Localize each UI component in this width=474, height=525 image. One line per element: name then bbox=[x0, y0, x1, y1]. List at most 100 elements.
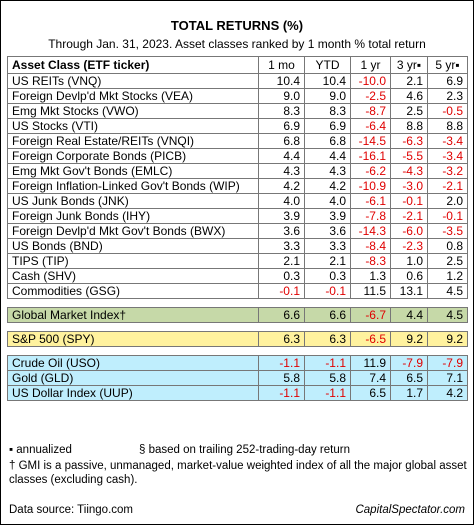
asset-name-cell: S&P 500 (SPY) bbox=[7, 331, 259, 347]
asset-name-cell: Foreign Junk Bonds (IHY) bbox=[7, 208, 259, 224]
return-cell-y1: -7.8 bbox=[350, 208, 391, 224]
return-cell-y3: 8.8 bbox=[390, 118, 428, 134]
return-cell-ytd: 6.9 bbox=[304, 118, 351, 134]
asset-name-cell: Foreign Devlp'd Mkt Gov't Bonds (BWX) bbox=[7, 223, 259, 239]
return-cell-m1: -1.1 bbox=[258, 355, 305, 371]
row-spacer bbox=[8, 323, 468, 332]
return-cell-y5: 8.8 bbox=[427, 118, 468, 134]
return-cell-y3: 0.6 bbox=[390, 268, 428, 284]
return-cell-y3: 1.0 bbox=[390, 253, 428, 269]
return-cell-m1: 2.1 bbox=[258, 253, 305, 269]
return-cell-y3: 6.5 bbox=[390, 370, 428, 386]
return-cell-y1: 7.4 bbox=[350, 370, 391, 386]
table-row: Foreign Corporate Bonds (PICB) 4.4 4.4 -16.… bbox=[7, 148, 468, 164]
table-row: Emg Mkt Stocks (VWO) 8.3 8.3 -8.7 2.5 -0.5 bbox=[7, 103, 468, 119]
return-cell-ytd: -0.1 bbox=[304, 283, 351, 299]
asset-name-cell: US Dollar Index (UUP) bbox=[7, 385, 259, 401]
return-cell-m1: 3.6 bbox=[258, 223, 305, 239]
return-cell-y5: -0.1 bbox=[427, 208, 468, 224]
table-row: Commodities (GSG) -0.1 -0.1 11.5 13.1 4.5 bbox=[7, 283, 468, 299]
return-cell-m1: 8.3 bbox=[258, 103, 305, 119]
return-cell-y5: 2.0 bbox=[427, 193, 468, 209]
row-spacer-cell bbox=[8, 323, 468, 332]
return-cell-m1: 6.9 bbox=[258, 118, 305, 134]
column-header-5-yr: 5 yr▪ bbox=[427, 56, 468, 74]
asset-name-cell: Foreign Devlp'd Mkt Stocks (VEA) bbox=[7, 88, 259, 104]
asset-name-cell: Foreign Inflation-Linked Gov't Bonds (WI… bbox=[7, 178, 259, 194]
return-cell-m1: 3.3 bbox=[258, 238, 305, 254]
return-cell-ytd: 5.8 bbox=[304, 370, 351, 386]
return-cell-m1: 4.4 bbox=[258, 148, 305, 164]
table-row-global-market-index: Global Market Index† 6.6 6.6 -6.7 4.4 4.5 bbox=[7, 307, 468, 323]
asset-name-cell: TIPS (TIP) bbox=[7, 253, 259, 269]
return-cell-ytd: 10.4 bbox=[304, 73, 351, 89]
table-row: US Bonds (BND) 3.3 3.3 -8.4 -2.3 0.8 bbox=[7, 238, 468, 254]
table-row: Foreign Real Estate/REITs (VNQI) 6.8 6.8 -1… bbox=[7, 133, 468, 149]
return-cell-ytd: 3.3 bbox=[304, 238, 351, 254]
return-cell-ytd: 2.1 bbox=[304, 253, 351, 269]
table-row: Foreign Devlp'd Mkt Gov't Bonds (BWX) 3.6… bbox=[7, 223, 468, 239]
return-cell-ytd: 6.6 bbox=[304, 307, 351, 323]
table-row-commodity: US Dollar Index (UUP) -1.1 -1.1 6.5 1.7 4.2 bbox=[7, 385, 468, 401]
footnote-annualized: ▪ annualized bbox=[9, 444, 72, 456]
return-cell-y1: -6.5 bbox=[350, 331, 391, 347]
table-row: US Junk Bonds (JNK) 4.0 4.0 -6.1 -0.1 2.0 bbox=[7, 193, 468, 209]
table-header-row: Asset Class (ETF ticker) 1 mo YTD 1 yr 3… bbox=[7, 56, 468, 74]
return-cell-y5: 2.3 bbox=[427, 88, 468, 104]
asset-name-cell: US Stocks (VTI) bbox=[7, 118, 259, 134]
return-cell-y1: -8.7 bbox=[350, 103, 391, 119]
return-cell-y5: -2.1 bbox=[427, 178, 468, 194]
return-cell-m1: 4.0 bbox=[258, 193, 305, 209]
return-cell-m1: 3.9 bbox=[258, 208, 305, 224]
return-cell-y3: -7.9 bbox=[390, 355, 428, 371]
table-row: TIPS (TIP) 2.1 2.1 -8.3 1.0 2.5 bbox=[7, 253, 468, 269]
table-row: US Stocks (VTI) 6.9 6.9 -6.4 8.8 8.8 bbox=[7, 118, 468, 134]
return-cell-y3: -5.5 bbox=[390, 148, 428, 164]
asset-name-cell: Emg Mkt Gov't Bonds (EMLC) bbox=[7, 163, 259, 179]
asset-name-cell: Cash (SHV) bbox=[7, 268, 259, 284]
return-cell-y1: -14.5 bbox=[350, 133, 391, 149]
asset-name-cell: US Bonds (BND) bbox=[7, 238, 259, 254]
return-cell-y1: -6.7 bbox=[350, 307, 391, 323]
return-cell-y5: 6.9 bbox=[427, 73, 468, 89]
row-spacer bbox=[8, 299, 468, 308]
return-cell-y1: 11.5 bbox=[350, 283, 391, 299]
return-cell-m1: -1.1 bbox=[258, 385, 305, 401]
return-cell-ytd: 8.3 bbox=[304, 103, 351, 119]
return-cell-ytd: 3.9 bbox=[304, 208, 351, 224]
return-cell-y1: -8.3 bbox=[350, 253, 391, 269]
return-cell-y3: -6.0 bbox=[390, 223, 428, 239]
return-cell-y5: -7.9 bbox=[427, 355, 468, 371]
table-row: Emg Mkt Gov't Bonds (EMLC) 4.3 4.3 -6.2 -4.3… bbox=[7, 163, 468, 179]
asset-name-cell: Commodities (GSG) bbox=[7, 283, 259, 299]
footnote-annualized-line: ▪ annualized § based on trailing 252-tra… bbox=[9, 443, 469, 457]
return-cell-y3: 4.4 bbox=[390, 307, 428, 323]
page-title: TOTAL RETURNS (%) bbox=[170, 18, 304, 33]
column-header-1-mo: 1 mo bbox=[258, 56, 305, 74]
column-header-ytd: YTD bbox=[304, 56, 351, 74]
return-cell-ytd: 4.2 bbox=[304, 178, 351, 194]
return-cell-y5: -0.5 bbox=[427, 103, 468, 119]
return-cell-y5: 4.2 bbox=[427, 385, 468, 401]
return-cell-y1: -10.9 bbox=[350, 178, 391, 194]
table-row: Foreign Inflation-Linked Gov't Bonds (WI… bbox=[7, 178, 468, 194]
return-cell-m1: 0.3 bbox=[258, 268, 305, 284]
return-cell-y3: -2.1 bbox=[390, 208, 428, 224]
return-cell-y1: -14.3 bbox=[350, 223, 391, 239]
table-row-commodity: Crude Oil (USO) -1.1 -1.1 11.9 -7.9 -7.9 bbox=[7, 355, 468, 371]
return-cell-ytd: 4.0 bbox=[304, 193, 351, 209]
asset-name-cell: Foreign Corporate Bonds (PICB) bbox=[7, 148, 259, 164]
return-cell-ytd: -1.1 bbox=[304, 385, 351, 401]
return-cell-ytd: 9.0 bbox=[304, 88, 351, 104]
return-cell-y1: -6.4 bbox=[350, 118, 391, 134]
return-cell-m1: 4.3 bbox=[258, 163, 305, 179]
column-header-1-yr: 1 yr bbox=[350, 56, 391, 74]
table-row: Cash (SHV) 0.3 0.3 1.3 0.6 1.2 bbox=[7, 268, 468, 284]
return-cell-m1: 6.6 bbox=[258, 307, 305, 323]
return-cell-m1: 6.3 bbox=[258, 331, 305, 347]
asset-name-cell: US Junk Bonds (JNK) bbox=[7, 193, 259, 209]
return-cell-y5: 2.5 bbox=[427, 253, 468, 269]
row-spacer bbox=[8, 347, 468, 356]
asset-name-cell: Crude Oil (USO) bbox=[7, 355, 259, 371]
